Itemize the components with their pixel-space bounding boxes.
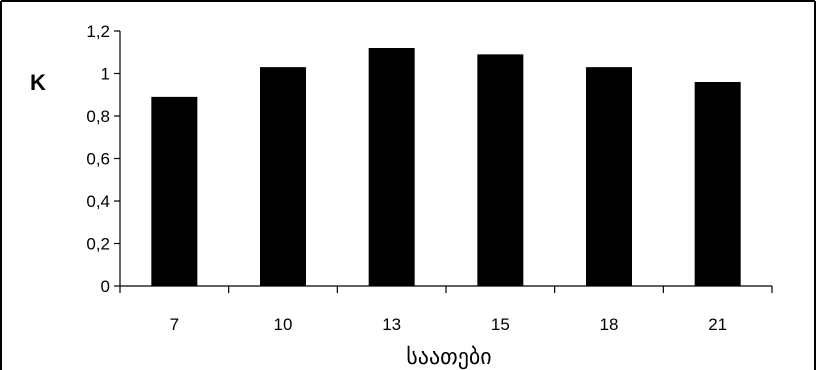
x-tick-label-7: 7: [170, 315, 179, 334]
x-tick-label-21: 21: [708, 315, 727, 334]
y-tick-label: 0: [101, 277, 110, 296]
y-tick-label: 0,8: [86, 107, 110, 126]
bar-10: [260, 67, 306, 286]
bar-13: [368, 48, 415, 286]
y-tick-label: 1: [101, 65, 110, 84]
y-tick-label: 0,2: [86, 235, 110, 254]
bar-series: [151, 48, 741, 286]
x-tick-label-15: 15: [491, 315, 510, 334]
x-tick-label-10: 10: [274, 315, 293, 334]
y-tick-label: 0,4: [86, 192, 110, 211]
y-axis-ticks: 0 0,2 0,4 0,6 0,8 1 1,2: [86, 22, 120, 296]
x-axis-ticks: 7 10 13 15 18 21: [119, 286, 773, 334]
y-axis-label: K: [30, 70, 46, 95]
x-axis-label: საათები: [406, 344, 491, 370]
x-tick-label-18: 18: [600, 315, 619, 334]
y-tick-label: 0,6: [86, 150, 110, 169]
y-tick-label: 1,2: [86, 22, 110, 41]
x-tick-label-13: 13: [382, 315, 401, 334]
bar-15: [477, 54, 524, 286]
bar-21: [694, 82, 741, 286]
bar-7: [151, 96, 198, 286]
bar-18: [586, 67, 632, 286]
